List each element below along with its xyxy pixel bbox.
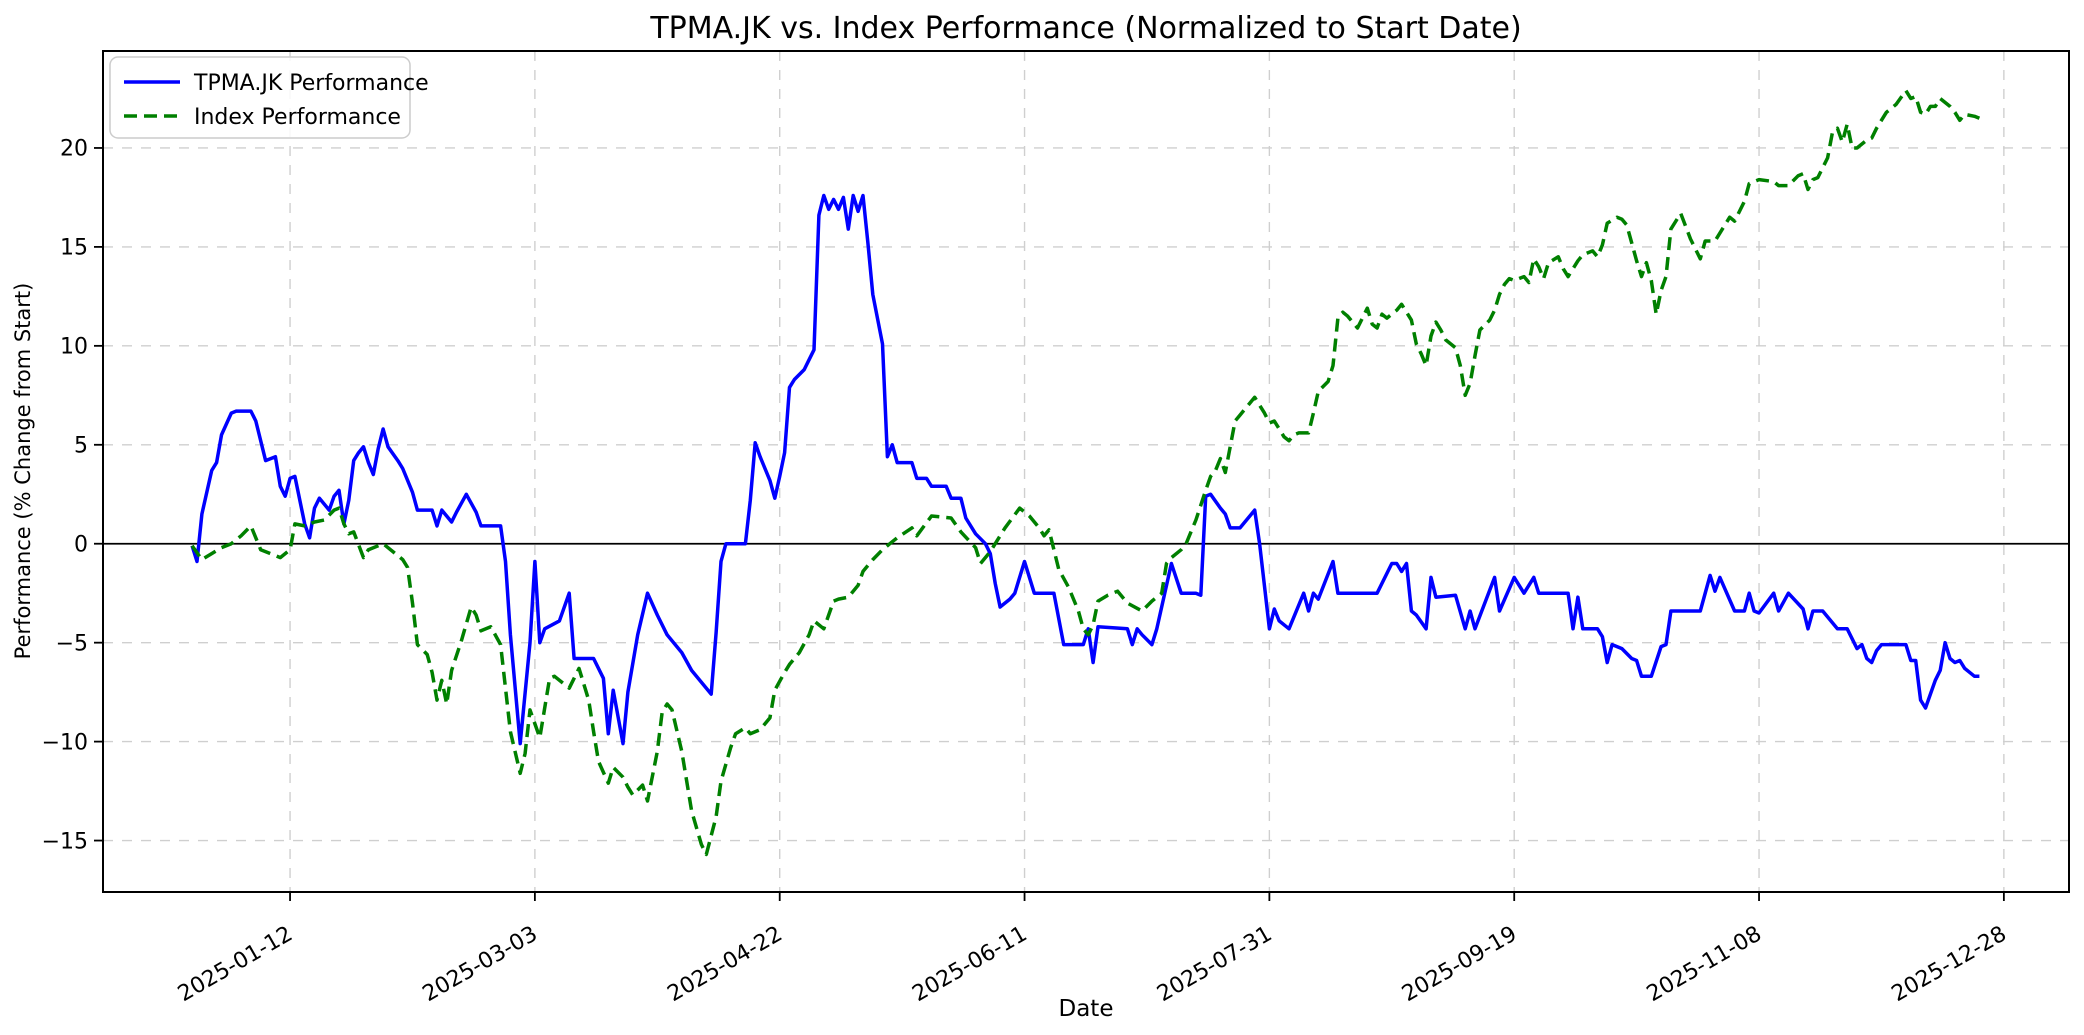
chart-title: TPMA.JK vs. Index Performance (Normalize… (649, 11, 1521, 46)
y-tick-label: −15 (42, 829, 88, 854)
x-tick-label: 2025-03-03 (419, 922, 542, 1008)
legend-label-index: Index Performance (194, 105, 401, 130)
legend: TPMA.JK Performance Index Performance (109, 56, 429, 139)
x-tick-label: 2025-01-12 (174, 922, 297, 1008)
x-tick-label: 2025-11-08 (1643, 922, 1766, 1008)
y-tick-label: −5 (56, 631, 88, 656)
series-line-1 (190, 88, 1981, 857)
y-tick-label: 5 (74, 433, 88, 458)
x-tick-label: 2025-12-28 (1888, 922, 2011, 1008)
y-tick-label: 0 (74, 532, 88, 557)
series-line-0 (190, 193, 1980, 746)
x-tick-label: 2025-09-19 (1398, 922, 1521, 1008)
x-tick-label: 2025-07-31 (1153, 922, 1276, 1008)
plot-border (102, 50, 2070, 893)
y-tick-label: 15 (60, 236, 88, 261)
x-tick-label: 2025-04-22 (663, 922, 786, 1008)
legend-box (109, 56, 411, 139)
x-axis-label: Date (1059, 996, 1114, 1022)
y-tick-label: −10 (42, 730, 88, 755)
series-layer (190, 88, 1981, 857)
legend-label-tpma: TPMA.JK Performance (193, 71, 429, 96)
grid-layer (103, 51, 2069, 892)
y-tick-label: 20 (60, 137, 88, 162)
y-tick-label: 10 (60, 335, 88, 360)
y-axis-label: Performance (% Change from Start) (11, 283, 35, 660)
x-tick-label: 2025-06-11 (908, 922, 1031, 1008)
